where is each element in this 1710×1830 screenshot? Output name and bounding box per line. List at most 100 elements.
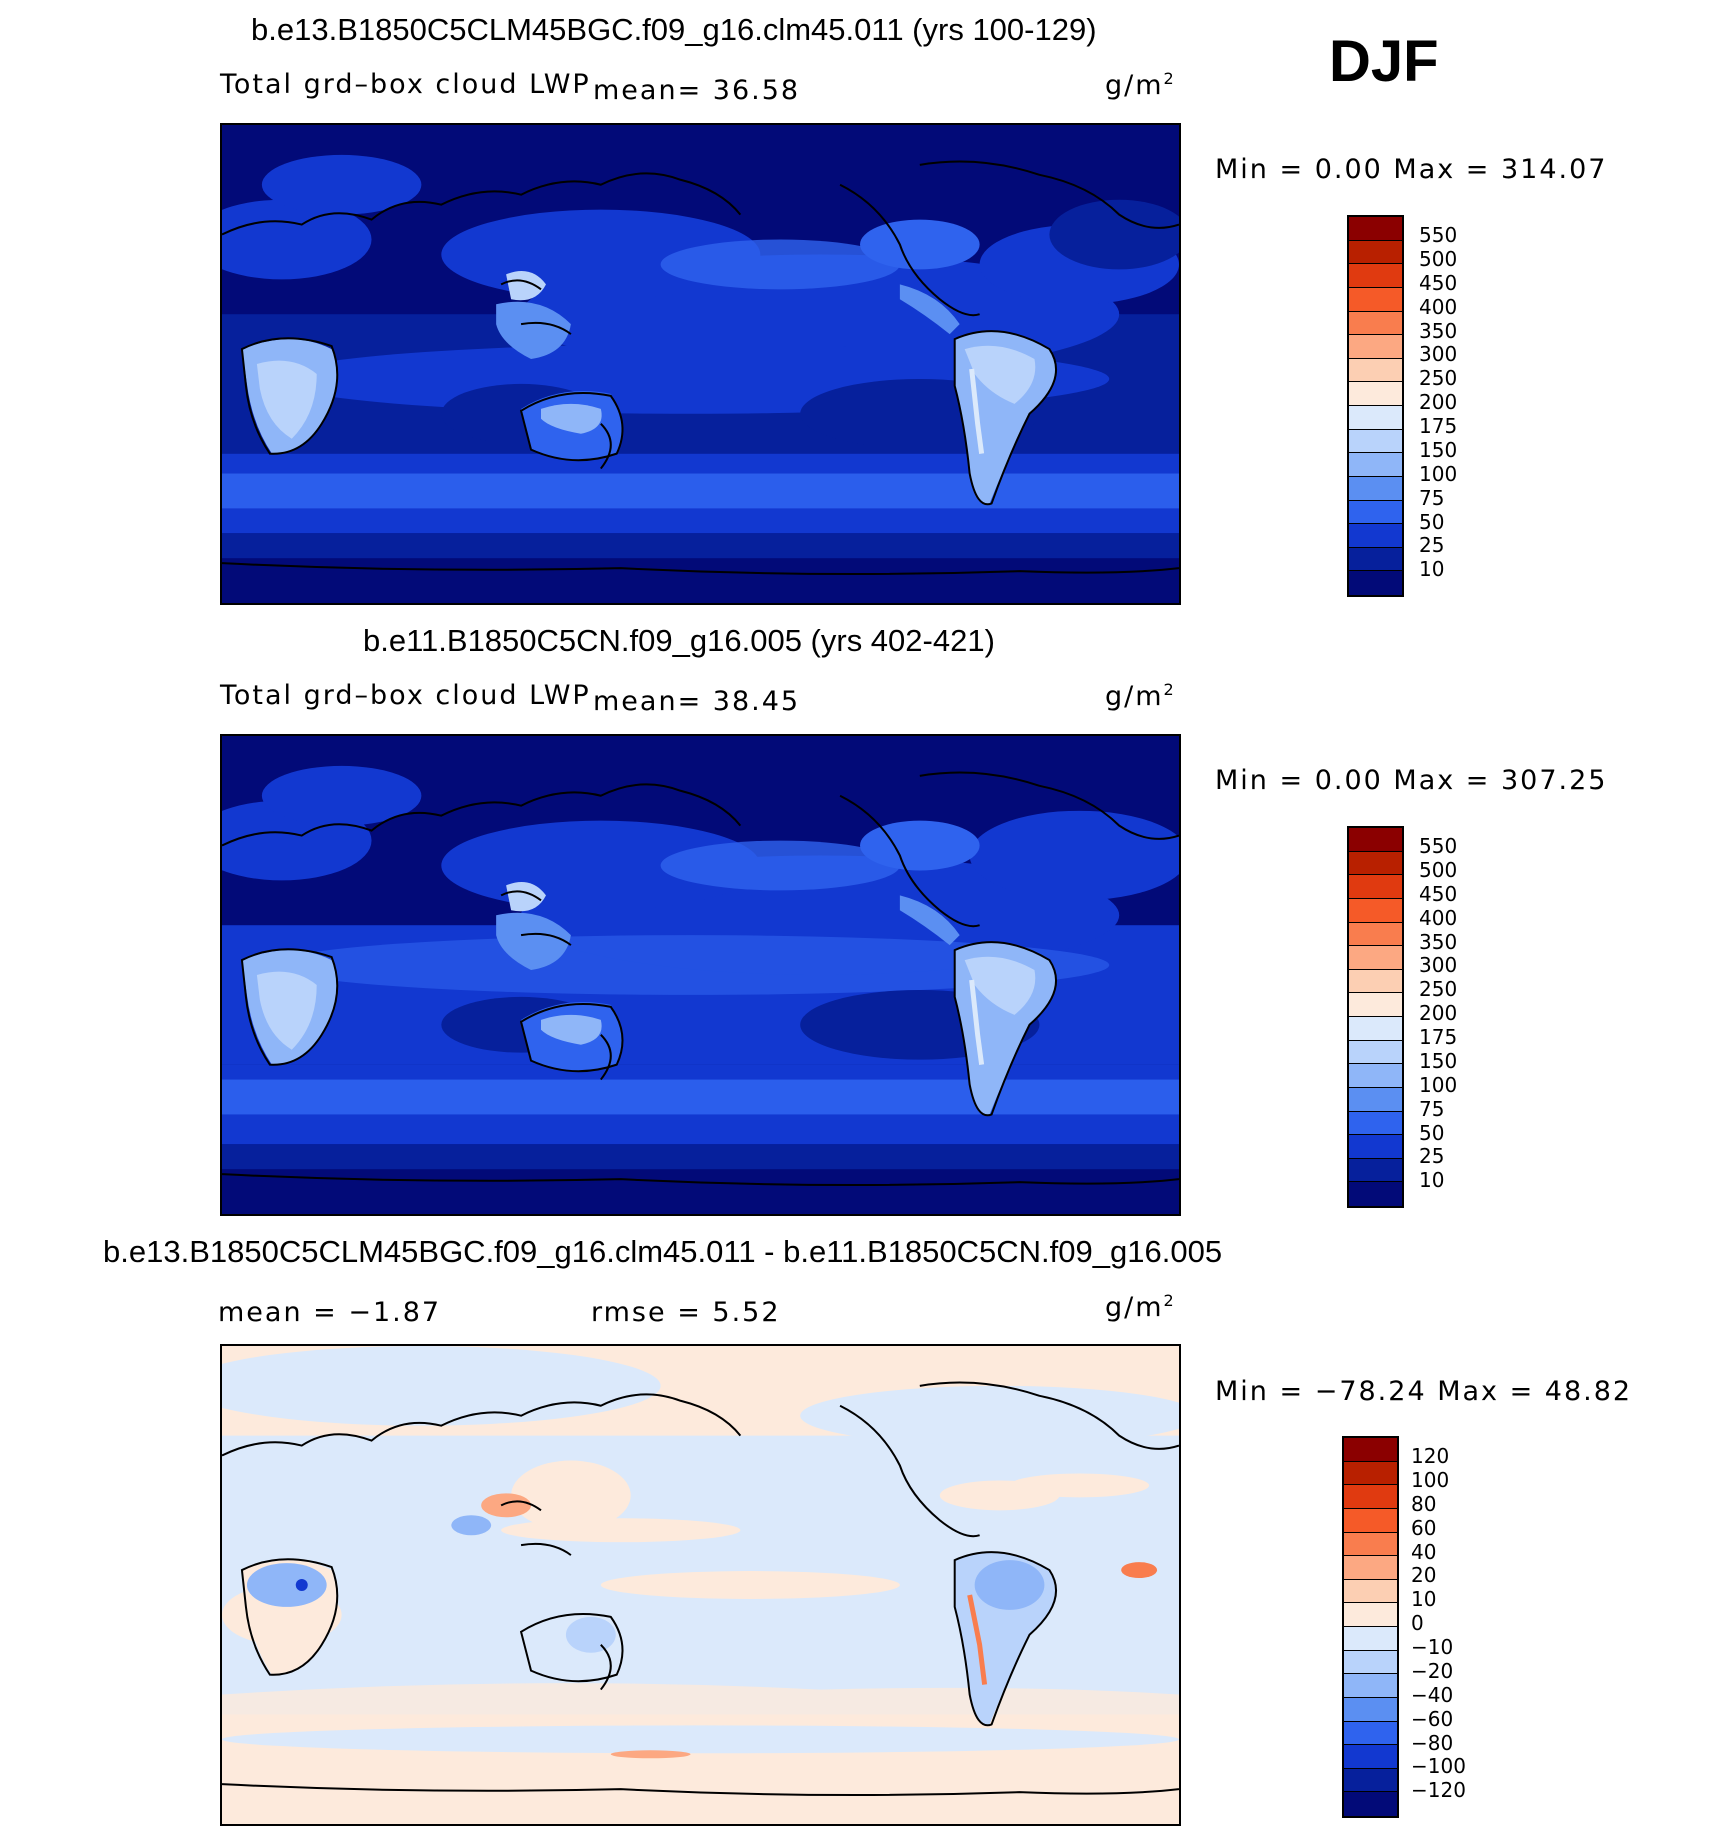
colorbar-swatch [1349,1158,1402,1183]
panel2-map [220,734,1181,1216]
colorbar-tick-label: 20 [1411,1563,1437,1588]
colorbar-tick-label: 150 [1419,1048,1458,1073]
colorbar-tick-label: 500 [1419,857,1458,882]
colorbar-swatch [1349,922,1402,947]
colorbar-swatch [1344,1461,1397,1486]
colorbar-tick-label: 200 [1419,390,1458,415]
panel3-units: g/m2 [1105,1291,1176,1323]
colorbar-tick-label: 60 [1411,1515,1437,1540]
panel1-mean: mean= 36.58 [593,75,801,106]
colorbar-tick-label: −80 [1411,1730,1454,1755]
panel3-title: b.e13.B1850C5CLM45BGC.f09_g16.clm45.011 … [103,1234,1223,1269]
colorbar-swatch [1344,1485,1397,1509]
colorbar-tick-label: −120 [1411,1778,1466,1803]
colorbar-tick-label: 350 [1419,318,1458,343]
colorbar-tick-label: 175 [1419,1025,1458,1049]
colorbar-swatch [1349,571,1402,595]
colorbar-tick-label: 75 [1419,1096,1445,1121]
colorbar-tick-label: 400 [1419,294,1458,319]
colorbar-swatch [1344,1579,1397,1604]
colorbar-swatch [1344,1532,1397,1557]
colorbar-tick-label: 300 [1419,342,1458,367]
colorbar-tick-label: 25 [1419,1144,1445,1169]
colorbar-swatch [1349,429,1402,454]
colorbar-swatch [1344,1768,1397,1793]
colorbar-tick-label: 200 [1419,1001,1458,1026]
colorbar-tick-label: 450 [1419,881,1458,906]
panel1-colorbar [1347,215,1404,597]
colorbar-tick-label: 250 [1419,977,1458,1002]
colorbar-tick-label: −60 [1411,1706,1454,1731]
colorbar-swatch [1349,547,1402,572]
colorbar-swatch [1349,1017,1402,1041]
colorbar-swatch [1344,1650,1397,1675]
colorbar-tick-label: 150 [1419,437,1458,462]
colorbar-tick-label: 550 [1419,834,1458,858]
colorbar-tick-label: 500 [1419,246,1458,271]
colorbar-swatch [1349,382,1402,406]
colorbar-tick-label: −100 [1411,1754,1466,1779]
colorbar-swatch [1349,311,1402,336]
colorbar-swatch [1349,946,1402,970]
colorbar-swatch [1349,287,1402,312]
colorbar-tick-label: 25 [1419,533,1445,558]
colorbar-swatch [1349,875,1402,899]
colorbar-tick-label: 550 [1419,223,1458,247]
colorbar-tick-label: 400 [1419,905,1458,930]
colorbar-tick-label: 350 [1419,929,1458,954]
panel3-rmse: rmse = 5.52 [591,1297,781,1328]
colorbar-swatch [1344,1792,1397,1816]
colorbar-swatch [1349,1182,1402,1206]
colorbar-tick-label: 10 [1419,557,1445,582]
colorbar-swatch [1349,217,1402,241]
panel1-map-svg [222,125,1179,603]
colorbar-swatch [1349,1111,1402,1136]
colorbar-swatch [1349,500,1402,525]
colorbar-swatch [1349,828,1402,852]
colorbar-tick-label: 80 [1411,1491,1437,1516]
panel1-variable-label: Total grd–box cloud LWP [220,69,591,100]
colorbar-tick-label: 450 [1419,270,1458,295]
colorbar-swatch [1349,240,1402,265]
colorbar-tick-label: −20 [1411,1658,1454,1683]
season-label: DJF [1329,29,1439,94]
colorbar-swatch [1349,476,1402,501]
colorbar-swatch [1349,335,1402,359]
colorbar-swatch [1344,1745,1397,1769]
colorbar-swatch [1344,1674,1397,1698]
colorbar-swatch [1349,969,1402,994]
panel2-variable-label: Total grd–box cloud LWP [220,680,591,711]
panel3-mean: mean = −1.87 [218,1297,442,1328]
colorbar-tick-label: 40 [1411,1539,1437,1564]
panel3-colorbar [1342,1436,1399,1818]
colorbar-tick-label: 0 [1411,1611,1424,1636]
panel2-mean: mean= 38.45 [593,686,801,717]
colorbar-swatch [1349,851,1402,876]
colorbar-swatch [1349,358,1402,383]
colorbar-tick-label: 10 [1411,1587,1437,1612]
panel3-map-svg [222,1346,1179,1824]
colorbar-tick-label: −10 [1411,1635,1454,1659]
panel3-minmax: Min = −78.24 Max = 48.82 [1215,1376,1633,1407]
colorbar-tick-label: 50 [1419,509,1445,534]
colorbar-tick-label: 175 [1419,414,1458,438]
colorbar-tick-label: −40 [1411,1682,1454,1707]
colorbar-swatch [1344,1556,1397,1580]
panel2-units: g/m2 [1105,680,1176,712]
colorbar-swatch [1344,1438,1397,1462]
panel3-map [220,1344,1181,1826]
colorbar-swatch [1349,524,1402,548]
colorbar-swatch [1349,264,1402,288]
colorbar-swatch [1349,1064,1402,1088]
colorbar-swatch [1349,406,1402,430]
colorbar-swatch [1349,453,1402,477]
panel1-units: g/m2 [1105,69,1176,101]
colorbar-tick-label: 100 [1419,461,1458,486]
panel1-title: b.e13.B1850C5CLM45BGC.f09_g16.clm45.011 … [251,12,1097,47]
colorbar-swatch [1344,1627,1397,1651]
colorbar-swatch [1349,993,1402,1017]
colorbar-tick-label: 50 [1419,1120,1445,1145]
colorbar-swatch [1344,1603,1397,1627]
panel1-map [220,123,1181,605]
panel2-colorbar [1347,826,1404,1208]
